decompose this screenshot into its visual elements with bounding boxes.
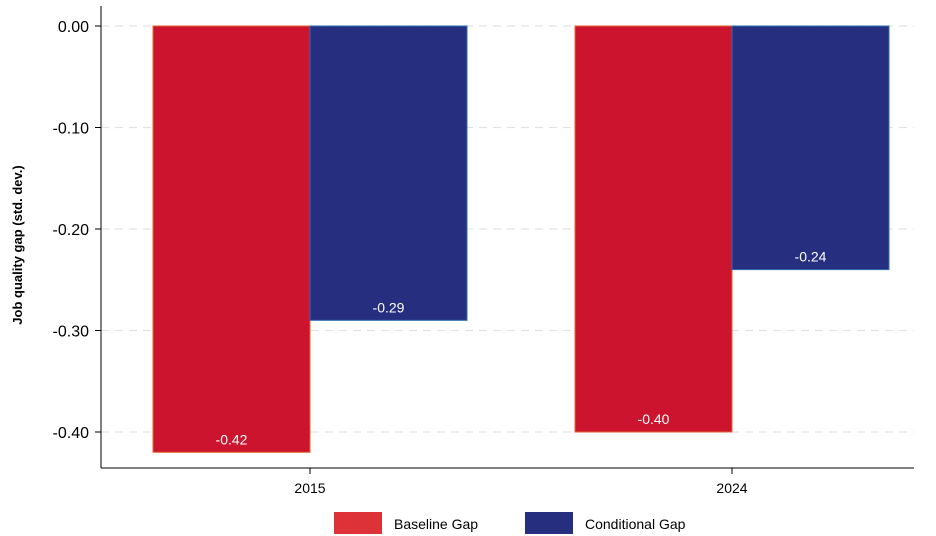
y-tick-label: -0.40	[53, 425, 90, 442]
axes	[100, 6, 914, 469]
x-axis-ticks: 2015 2024	[294, 468, 748, 496]
data-label: -0.29	[373, 299, 405, 315]
legend-swatch	[334, 512, 382, 534]
y-tick-label: -0.10	[53, 121, 90, 138]
y-axis-ticks: 0.00 -0.10 -0.20 -0.30 -0.40	[53, 19, 101, 442]
bar-conditional-gap-2024	[731, 25, 890, 271]
y-tick-label: -0.20	[53, 222, 90, 239]
data-labels: -0.42 -0.29 -0.40 -0.24	[216, 249, 827, 448]
legend-swatch	[525, 512, 573, 534]
y-tick-label: -0.30	[53, 324, 90, 341]
bar-conditional-gap-2015	[309, 25, 468, 321]
data-label: -0.42	[216, 431, 248, 447]
data-label: -0.40	[638, 411, 670, 427]
legend: Baseline Gap Conditional Gap	[334, 512, 686, 534]
bar-baseline-gap-2015	[152, 25, 311, 453]
bars	[152, 25, 890, 453]
legend-label: Baseline Gap	[394, 516, 478, 532]
x-tick-label: 2024	[716, 480, 747, 496]
x-tick-label: 2015	[294, 480, 325, 496]
y-axis-title: Job quality gap (std. dev.)	[10, 165, 25, 324]
y-tick-label: 0.00	[58, 19, 89, 36]
data-label: -0.24	[795, 249, 827, 265]
bar-baseline-gap-2024	[574, 25, 733, 433]
legend-label: Conditional Gap	[585, 516, 686, 532]
